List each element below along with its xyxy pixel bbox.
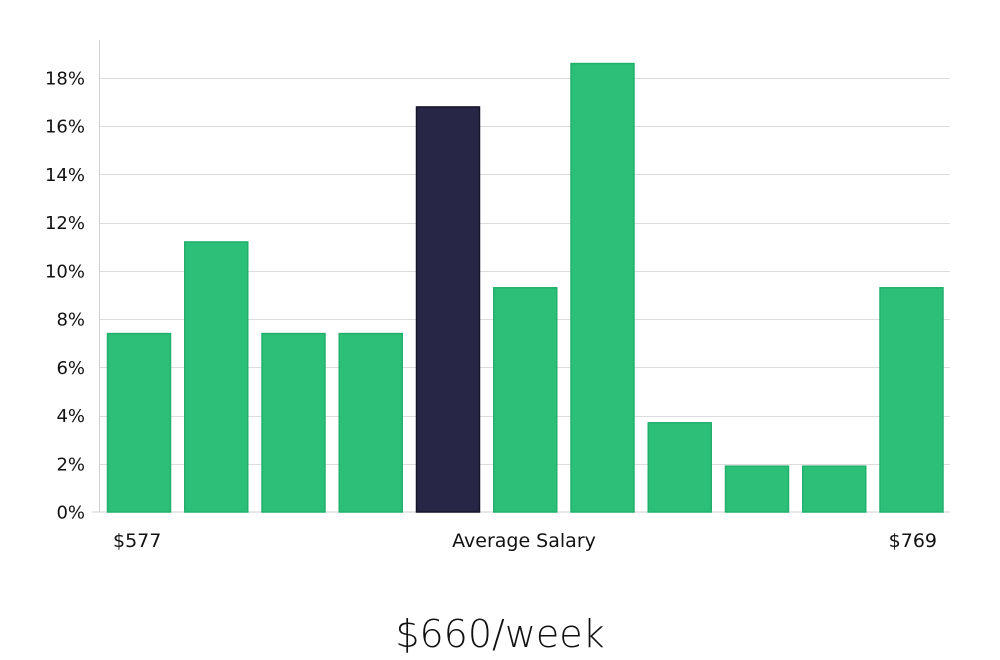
- bar: [106, 332, 172, 513]
- y-tick-label: 14%: [45, 165, 85, 186]
- y-tick-label: 8%: [56, 310, 85, 331]
- bar: [647, 422, 712, 513]
- bar: [338, 332, 403, 513]
- y-tick-label: 6%: [56, 358, 85, 379]
- bar: [802, 465, 867, 513]
- bar: [879, 287, 944, 513]
- y-tick-label: 2%: [56, 454, 85, 475]
- y-tick-label: 10%: [45, 261, 85, 282]
- y-tick-label: 4%: [56, 406, 85, 427]
- salary-distribution-chart: 0% 2% 4% 6% 8% 10% 12% 14% 16% 18% $577 Average S…: [45, 40, 950, 552]
- y-axis-tick-labels: 0% 2% 4% 6% 8% 10% 12% 14% 16% 18%: [45, 69, 85, 524]
- bar-highlight: [415, 106, 481, 513]
- bar: [261, 332, 326, 513]
- y-tick-label: 0%: [56, 503, 85, 524]
- bar: [493, 287, 558, 513]
- bars: [106, 62, 944, 513]
- y-tick-label: 16%: [45, 117, 85, 138]
- y-tick-label: 18%: [45, 69, 85, 90]
- bar: [570, 62, 635, 513]
- average-salary-headline: $660/week: [395, 612, 605, 656]
- y-tick-label: 12%: [45, 213, 85, 234]
- bar: [724, 465, 790, 513]
- x-label-center: Average Salary: [452, 530, 596, 552]
- bar: [184, 241, 249, 513]
- x-label-max: $769: [889, 530, 937, 552]
- x-label-min: $577: [113, 530, 161, 552]
